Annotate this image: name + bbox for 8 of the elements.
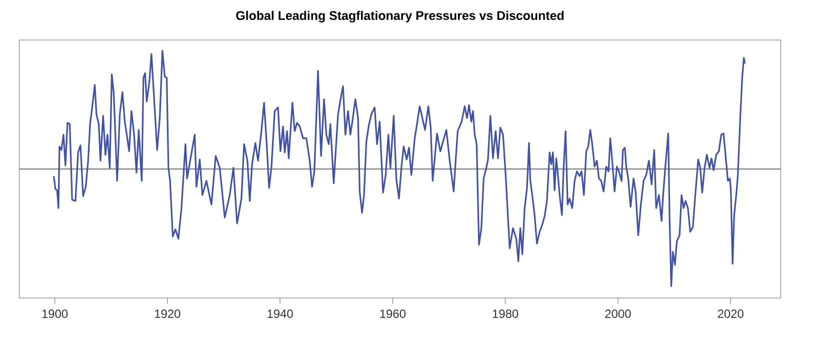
x-tick-label: 1900 [42, 310, 68, 318]
x-tick-label: 1940 [268, 310, 293, 318]
x-tick-label: 2000 [605, 310, 631, 318]
x-tick-label: 1920 [155, 310, 180, 318]
x-tick-label: 2020 [718, 310, 744, 318]
x-tick-label: 1980 [492, 310, 518, 318]
chart-title: Global Leading Stagflationary Pressures vs Discounted [236, 10, 564, 22]
x-tick-label: 1960 [380, 310, 406, 318]
